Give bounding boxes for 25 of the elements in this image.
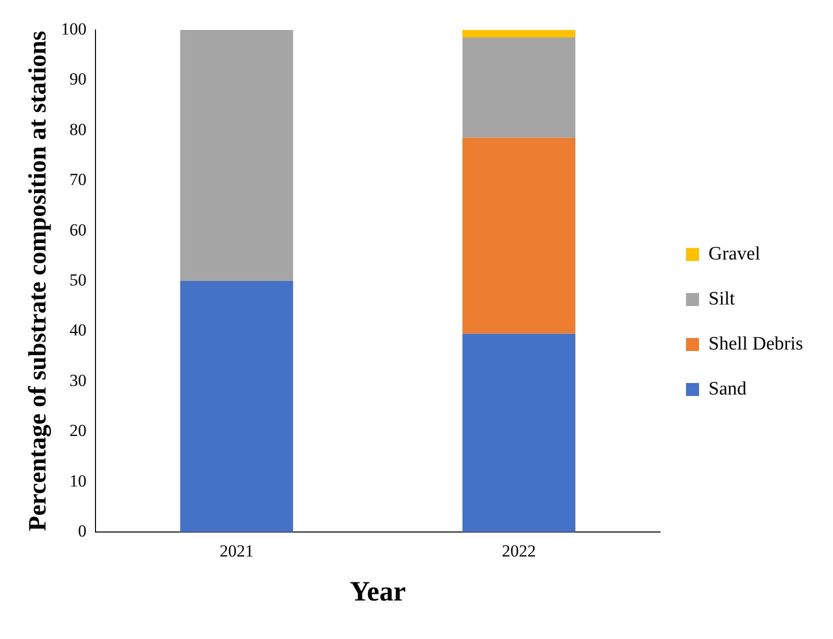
legend-label: Sand xyxy=(708,378,748,400)
bar xyxy=(180,30,294,281)
y-tick-label: 60 xyxy=(70,220,86,240)
bar xyxy=(462,38,576,138)
y-tick-label: 30 xyxy=(70,370,86,390)
bar xyxy=(462,30,576,38)
x-tick-label: 2022 xyxy=(502,542,536,561)
y-tick-label: 100 xyxy=(61,19,86,38)
legend-label: Silt xyxy=(708,288,736,310)
y-tick-label: 20 xyxy=(70,421,86,440)
bar xyxy=(462,334,576,532)
y-tick-label: 10 xyxy=(70,471,86,490)
y-tick-label: 0 xyxy=(78,521,86,540)
y-tick-label: 40 xyxy=(70,320,86,340)
legend-label: Gravel xyxy=(708,243,760,264)
y-tick-label: 70 xyxy=(70,170,86,190)
y-tick-label: 50 xyxy=(70,270,86,290)
legend-label: Shell Debris xyxy=(708,333,804,354)
x-axis-title: Year xyxy=(350,576,406,608)
x-tick-label: 2021 xyxy=(220,542,254,561)
y-tick-label: 90 xyxy=(70,70,86,89)
y-tick-label: 80 xyxy=(70,120,86,139)
bar xyxy=(462,138,576,334)
y-axis-title: Percentage of substrate composition at stations xyxy=(24,30,52,532)
bar xyxy=(180,281,294,532)
